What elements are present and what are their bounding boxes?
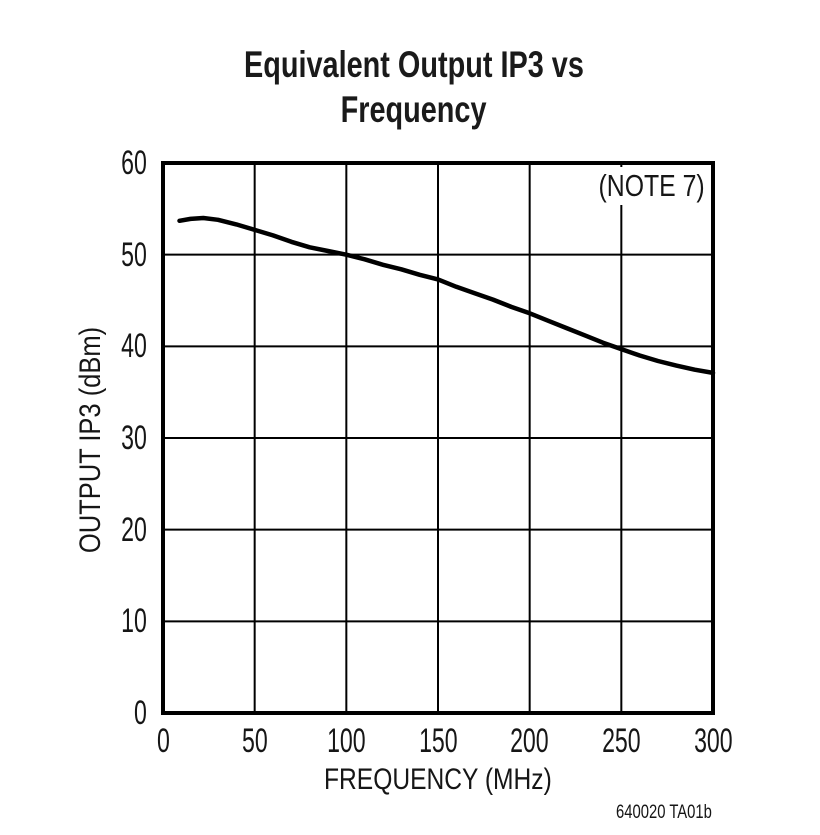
y-tick-label: 50 [121, 235, 147, 274]
chart-title: Equivalent Output IP3 vs Frequency [4, 42, 820, 132]
note-annotation: (NOTE 7) [569, 167, 708, 205]
x-tick-label: 0 [156, 722, 170, 760]
x-tick-label: 300 [693, 722, 733, 760]
y-tick-label: 60 [121, 144, 147, 182]
curve-output-ip3 [177, 215, 716, 376]
y-tick-label: 30 [121, 419, 147, 457]
y-tick-label: 20 [121, 510, 147, 549]
y-tick-label: 0 [134, 694, 147, 732]
y-axis-title: OUTPUT IP3 (dBm) [74, 326, 107, 554]
x-axis-title: FREQUENCY (MHz) [324, 763, 552, 796]
x-tick-label: 200 [510, 722, 549, 760]
chart-title-line2: Frequency [341, 89, 487, 130]
x-tick-label: 100 [327, 722, 366, 760]
x-tick-label: 250 [602, 722, 641, 760]
x-tick-label: 50 [241, 722, 268, 760]
plot-border [161, 161, 715, 715]
figure-id-label: 640020 TA01b [616, 802, 712, 823]
chart-title-line1: Equivalent Output IP3 vs [244, 44, 584, 85]
y-tick-label: 40 [121, 327, 147, 366]
y-tick-label: 10 [121, 602, 147, 641]
x-tick-label: 150 [418, 722, 458, 760]
